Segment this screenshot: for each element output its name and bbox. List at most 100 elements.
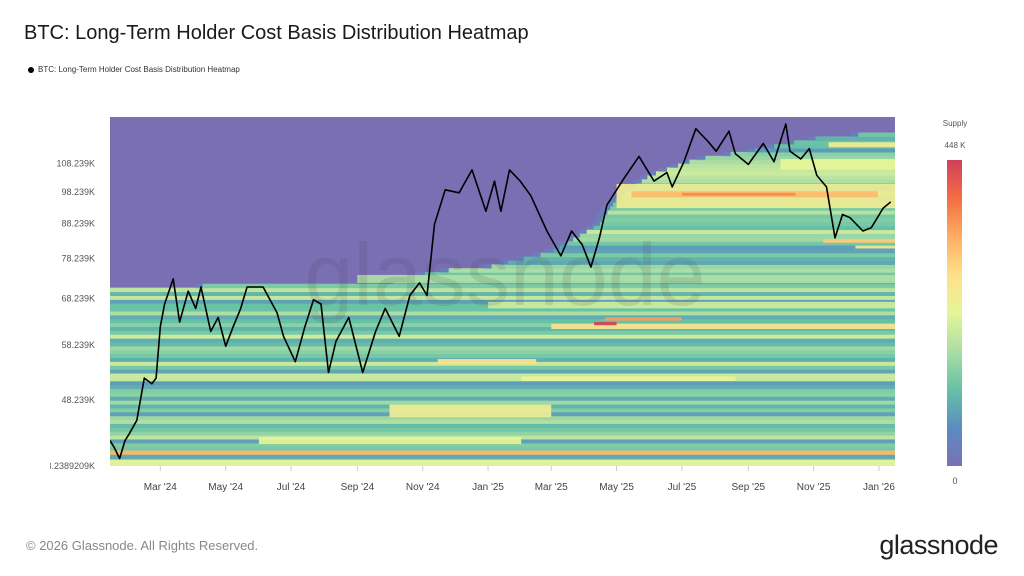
y-tick-label: 68.239K — [61, 294, 95, 304]
heatmap-row — [110, 392, 895, 397]
x-tick-label: Nov '25 — [797, 482, 831, 493]
heatmap-row — [559, 244, 895, 250]
heatmap-row — [110, 310, 895, 316]
x-tick-label: Jan '25 — [472, 482, 504, 493]
heatmap-row-edge — [102, 392, 110, 396]
heatmap-row — [110, 299, 895, 304]
x-tick-label: May '24 — [208, 482, 243, 493]
heatmap-row-edge — [599, 210, 608, 215]
heatmap-row — [202, 283, 895, 289]
heatmap-row-edge — [417, 272, 426, 277]
heatmap-row — [858, 132, 895, 137]
heatmap-row — [110, 365, 895, 370]
heatmap-row-edge — [102, 326, 110, 330]
heatmap-row — [110, 446, 895, 452]
heatmap-row-edge — [102, 408, 110, 412]
x-tick-label: Jan '26 — [863, 482, 895, 493]
x-tick-label: Jul '24 — [277, 482, 306, 493]
heatmap-row-edge — [102, 354, 110, 358]
heatmap-row — [553, 248, 895, 254]
heatmap-row — [110, 314, 895, 320]
heatmap-row — [110, 307, 895, 312]
heatmap-row — [110, 423, 895, 428]
heatmap-row — [602, 217, 895, 223]
heatmap-row-edge — [102, 323, 110, 327]
legend-label: BTC: Long-Term Holder Cost Basis Distrib… — [38, 65, 240, 74]
copyright-footer: © 2026 Glassnode. All Rights Reserved. — [26, 538, 259, 553]
heatmap-row-edge — [102, 373, 110, 377]
heatmap-row-edge — [766, 144, 775, 149]
x-axis: Mar '24 May '24 Jul '24 Sep '24 Nov '24 Jan '… — [144, 466, 895, 493]
heatmap-row-edge — [102, 431, 110, 435]
heatmap-row-edge — [647, 171, 656, 176]
heatmap-row — [110, 341, 895, 347]
heatmap-row-edge — [722, 151, 731, 157]
heatmap-band — [258, 437, 522, 445]
heatmap-row-edge — [440, 268, 449, 273]
heatmap-row — [647, 175, 895, 180]
heatmap-row — [815, 136, 895, 141]
heatmap-band — [488, 301, 895, 309]
heatmap-band — [604, 317, 682, 321]
heatmap-row-edge — [102, 450, 110, 454]
heatmap-row-edge — [102, 361, 110, 365]
x-tick-label: Nov '24 — [406, 482, 440, 493]
heatmap-row-edge — [681, 159, 690, 165]
heatmap-row-edge — [102, 381, 110, 385]
heatmap-row — [566, 241, 895, 246]
heatmap-band — [823, 239, 895, 243]
heatmap-row — [593, 225, 895, 231]
chart-legend[interactable]: BTC: Long-Term Holder Cost Basis Distrib… — [28, 65, 240, 74]
heatmap-row-edge — [585, 225, 594, 231]
heatmap-row — [110, 295, 895, 300]
chart-title: BTC: Long-Term Holder Cost Basis Distrib… — [24, 22, 529, 44]
heatmap-row — [110, 396, 895, 401]
heatmap-row — [604, 213, 895, 219]
heatmap-row — [573, 237, 895, 242]
heatmap-row-edge — [102, 350, 110, 354]
y-tick-label: 38.2389209K — [41, 461, 95, 471]
heatmap-row-edge — [102, 396, 110, 400]
heatmap-row-edge — [102, 400, 110, 404]
heatmap-row — [110, 291, 895, 296]
y-tick-label: 88.239K — [61, 218, 95, 228]
heatmap-row-edge — [558, 241, 567, 246]
heatmap-band — [855, 245, 895, 249]
heatmap-row-edge — [102, 458, 110, 462]
heatmap-band — [681, 192, 796, 196]
heatmap-row-edge — [102, 419, 110, 423]
y-tick-label: 98.239K — [61, 187, 95, 197]
heatmap-row — [110, 345, 895, 351]
heatmap-row — [110, 334, 895, 339]
heatmap-row — [730, 151, 895, 157]
colorbar — [947, 160, 962, 466]
heatmap-row-edge — [102, 330, 110, 334]
heatmap-row-edge — [697, 155, 706, 161]
heatmap-row-edge — [565, 237, 574, 242]
heatmap-row-edge — [545, 248, 554, 254]
heatmap-row-edge — [102, 307, 110, 311]
heatmap-row-edge — [102, 338, 110, 342]
y-tick-label: 78.239K — [61, 254, 95, 264]
x-tick-label: Sep '25 — [731, 482, 765, 493]
heatmap-row — [110, 419, 895, 424]
heatmap-row — [641, 179, 895, 184]
heatmap-band — [110, 459, 895, 466]
x-tick-label: Mar '25 — [535, 482, 568, 493]
watermark: glassnode — [304, 225, 705, 324]
heatmap-row — [655, 171, 895, 176]
heatmap-row-edge — [658, 167, 667, 172]
heatmap-row-edge — [102, 303, 110, 307]
heatmap-row — [110, 287, 895, 293]
price-line — [110, 123, 892, 460]
heatmap-row-edge — [102, 377, 110, 381]
heatmap-row-edge — [102, 342, 110, 346]
heatmap-row-edge — [102, 369, 110, 373]
heatmap-row — [110, 372, 895, 378]
colorbar-max-label: 448 K — [944, 141, 966, 150]
heatmap-row-edge — [102, 447, 110, 451]
heatmap-row-edge — [594, 217, 603, 223]
heatmap-row-edge — [850, 132, 859, 137]
heatmap-row — [754, 148, 895, 153]
